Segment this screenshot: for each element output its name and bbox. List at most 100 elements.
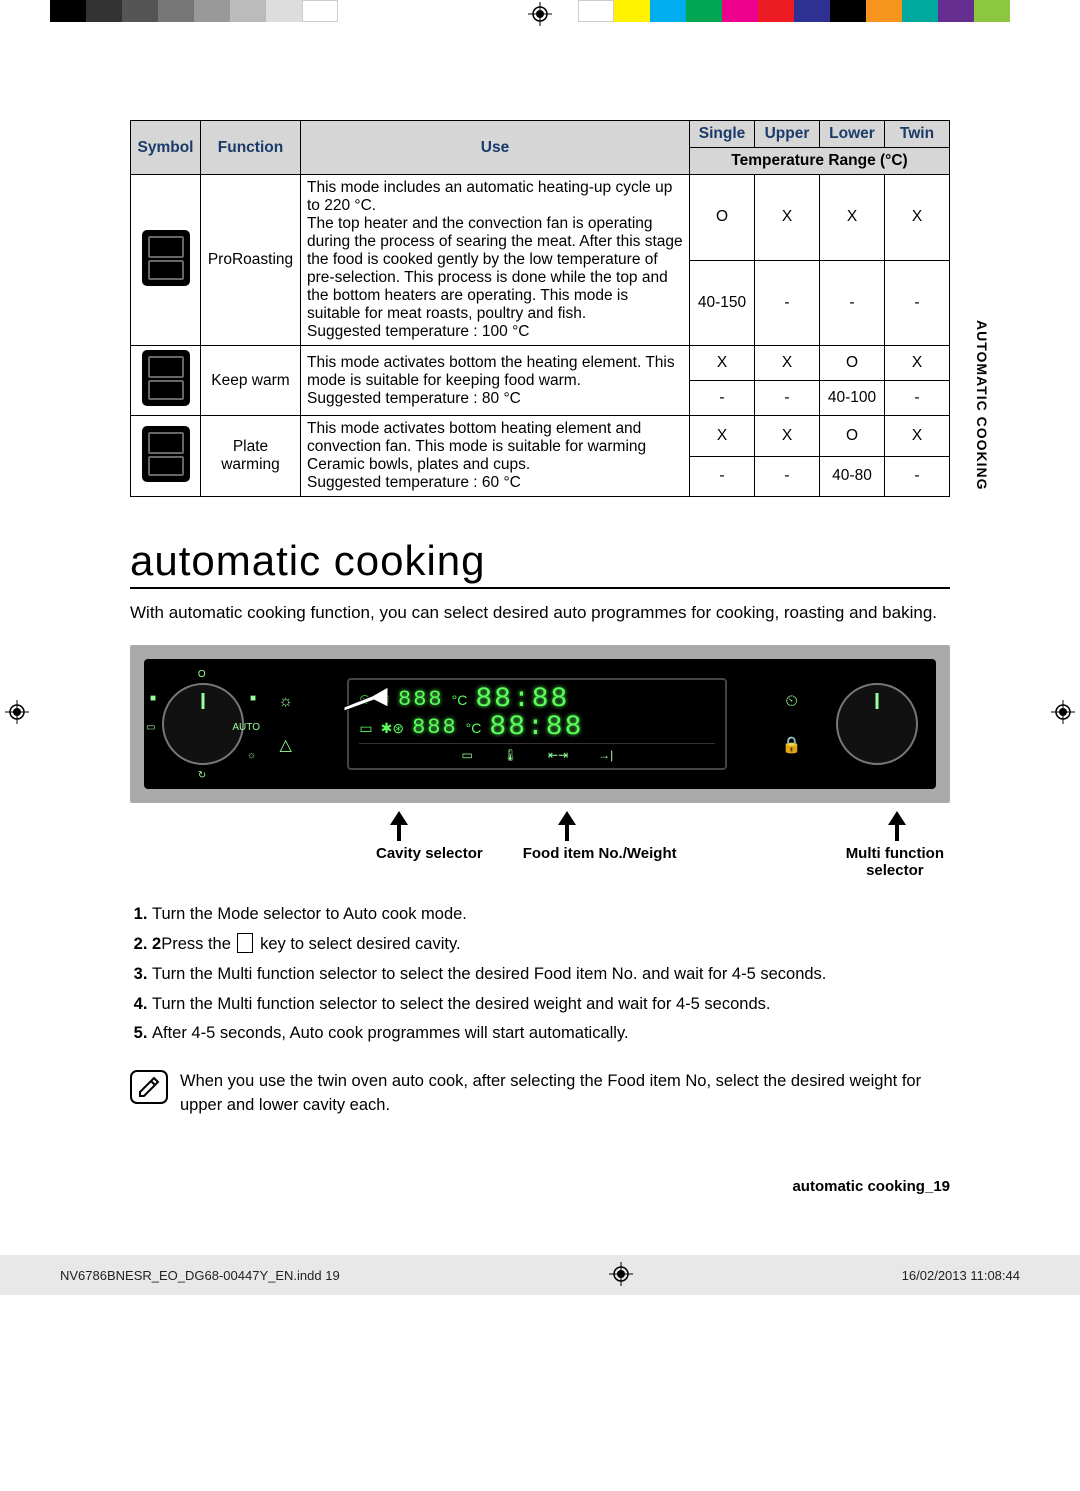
avail-single: O <box>690 175 755 261</box>
print-file-name: NV6786BNESR_EO_DG68-00447Y_EN.indd 19 <box>60 1268 340 1283</box>
step-item: After 4-5 seconds, Auto cook programmes … <box>152 1022 950 1046</box>
header-twin: Twin <box>885 121 950 148</box>
avail-lower: O <box>820 346 885 381</box>
avail-twin: X <box>885 346 950 381</box>
dial-mark: ▭ <box>146 722 155 733</box>
label-food-item: Food item No./Weight <box>523 845 677 879</box>
step-item: 2Press the key to select desired cavity. <box>152 933 950 957</box>
use-cell: This mode activates bottom the heating e… <box>301 346 690 416</box>
print-date: 16/02/2013 11:08:44 <box>902 1268 1020 1283</box>
function-table: Symbol Function Use Single Upper Lower T… <box>130 120 950 497</box>
note-row: When you use the twin oven auto cook, af… <box>130 1070 950 1118</box>
side-tab-label: AUTOMATIC COOKING <box>974 320 990 490</box>
temp-lower: - <box>820 260 885 346</box>
oven-mode-icon <box>142 350 190 406</box>
panel-icon[interactable]: △ <box>280 735 292 755</box>
display-button-icon[interactable]: 🌡 <box>503 748 518 762</box>
header-use: Use <box>301 121 690 175</box>
display-seg: 88:88 <box>475 686 569 714</box>
temp-single: - <box>690 456 755 497</box>
avail-upper: X <box>755 346 820 381</box>
mode-selector-dial[interactable]: O■AUTO☼↻▭■ <box>162 683 244 765</box>
temp-upper: - <box>755 260 820 346</box>
header-lower: Lower <box>820 121 885 148</box>
header-single: Single <box>690 121 755 148</box>
display-button-icon[interactable]: ▭ <box>461 748 472 762</box>
temp-twin: - <box>885 456 950 497</box>
control-panel-illustration: O■AUTO☼↻▭■ ☼△ ⏲ ≋ 888 °C 88:88 ▭ ✱⊛ 888 … <box>130 645 950 803</box>
temp-upper: - <box>755 456 820 497</box>
panel-icon[interactable]: 🔒 <box>782 735 802 755</box>
arrow-up-icon <box>390 811 408 841</box>
cursor-arrow-icon <box>344 687 388 713</box>
function-cell: ProRoasting <box>201 175 301 346</box>
oven-mode-icon <box>142 230 190 286</box>
display-icon: ▭ <box>359 720 372 737</box>
temp-single: 40-150 <box>690 260 755 346</box>
dial-mark: O <box>198 669 206 680</box>
label-multi-function: Multi function selector <box>846 845 944 879</box>
display-seg: 88:88 <box>489 714 583 742</box>
display-seg: 888 <box>412 717 458 739</box>
steps-list: Turn the Mode selector to Auto cook mode… <box>130 903 950 1047</box>
function-cell: Plate warming <box>201 416 301 497</box>
header-temp-range: Temperature Range (°C) <box>690 148 950 175</box>
display-seg: 888 <box>398 689 444 711</box>
note-text: When you use the twin oven auto cook, af… <box>180 1070 950 1118</box>
note-icon <box>130 1070 168 1104</box>
table-row: Plate warmingThis mode activates bottom … <box>131 416 950 457</box>
label-multi-function-line1: Multi function <box>846 845 944 862</box>
dial-mark: ↻ <box>198 770 206 781</box>
dial-mark: AUTO <box>232 722 260 733</box>
step-item: Turn the Multi function selector to sele… <box>152 993 950 1017</box>
page-footer: automatic cooking_19 <box>130 1178 950 1195</box>
symbol-cell <box>131 346 201 416</box>
avail-lower: X <box>820 175 885 261</box>
avail-upper: X <box>755 175 820 261</box>
symbol-cell <box>131 175 201 346</box>
display-icon: ✱⊛ <box>381 720 404 737</box>
panel-icon[interactable]: ⏲ <box>785 693 797 711</box>
label-multi-function-line2: selector <box>846 862 944 879</box>
temp-lower: 40-100 <box>820 381 885 416</box>
header-function: Function <box>201 121 301 175</box>
avail-twin: X <box>885 416 950 457</box>
registration-mark-icon <box>609 1262 633 1286</box>
print-footer: NV6786BNESR_EO_DG68-00447Y_EN.indd 19 16… <box>0 1255 1080 1295</box>
use-cell: This mode includes an automatic heating-… <box>301 175 690 346</box>
temp-twin: - <box>885 381 950 416</box>
panel-display: ⏲ ≋ 888 °C 88:88 ▭ ✱⊛ 888 °C 88:88 ▭🌡⇤⇥→… <box>347 678 727 770</box>
avail-single: X <box>690 416 755 457</box>
avail-twin: X <box>885 175 950 261</box>
use-cell: This mode activates bottom heating eleme… <box>301 416 690 497</box>
panel-side-icons-left: ☼△ <box>278 693 293 755</box>
display-button-icon[interactable]: ⇤⇥ <box>548 748 568 762</box>
function-cell: Keep warm <box>201 346 301 416</box>
panel-side-icons-right: ⏲🔒 <box>782 693 802 755</box>
temp-single: - <box>690 381 755 416</box>
control-panel: O■AUTO☼↻▭■ ☼△ ⏲ ≋ 888 °C 88:88 ▭ ✱⊛ 888 … <box>144 659 936 789</box>
avail-lower: O <box>820 416 885 457</box>
oven-mode-icon <box>142 426 190 482</box>
multi-function-dial[interactable] <box>836 683 918 765</box>
display-button-icon[interactable]: →| <box>598 748 613 762</box>
section-heading: automatic cooking <box>130 537 950 589</box>
step-item: Turn the Multi function selector to sele… <box>152 963 950 987</box>
arrow-up-icon <box>558 811 576 841</box>
page-content: AUTOMATIC COOKING Symbol Function Use Si… <box>0 0 1080 1255</box>
panel-icon[interactable]: ☼ <box>278 693 293 711</box>
cavity-key-icon <box>237 933 253 953</box>
header-upper: Upper <box>755 121 820 148</box>
avail-single: X <box>690 346 755 381</box>
table-row: Keep warmThis mode activates bottom the … <box>131 346 950 381</box>
label-cavity-selector: Cavity selector <box>376 845 483 879</box>
symbol-cell <box>131 416 201 497</box>
display-deg: °C <box>452 692 468 708</box>
dial-mark: ■ <box>150 693 156 704</box>
avail-upper: X <box>755 416 820 457</box>
temp-twin: - <box>885 260 950 346</box>
panel-arrow-row <box>130 803 950 845</box>
table-row: ProRoastingThis mode includes an automat… <box>131 175 950 261</box>
display-deg: °C <box>466 720 482 736</box>
arrow-up-icon <box>888 811 906 841</box>
